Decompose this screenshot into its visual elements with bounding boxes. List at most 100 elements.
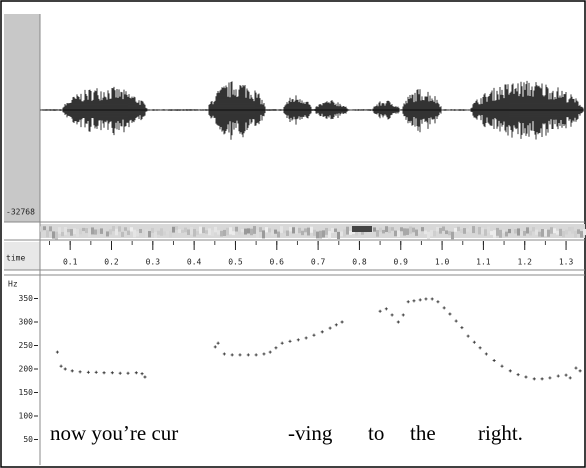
- x-tick-label: 0.2: [104, 258, 119, 267]
- spectrogram-cell: [199, 227, 202, 234]
- spectrogram-cell: [313, 230, 316, 236]
- spectrogram-cell: [439, 228, 442, 234]
- x-tick-label: 0.8: [352, 258, 367, 267]
- spectrogram-cell: [73, 228, 76, 234]
- spectrogram-cell: [151, 228, 154, 233]
- spectrogram-cell: [580, 231, 583, 238]
- spectrogram-cell: [553, 228, 556, 233]
- spectrogram-cell: [406, 228, 409, 235]
- spectrogram-cell: [241, 229, 244, 232]
- spectrogram-cell: [487, 226, 490, 233]
- spectrogram-cell: [571, 227, 574, 234]
- spectrogram-cell: [208, 228, 211, 235]
- spectrogram-cell: [244, 229, 247, 235]
- spectrogram-cell: [430, 230, 433, 236]
- spectrogram-cell: [331, 228, 334, 233]
- spectrogram-cell: [418, 231, 421, 234]
- spectrogram-cell: [484, 229, 487, 236]
- spectrogram-cell: [64, 227, 67, 235]
- spectrogram-cell: [214, 227, 217, 232]
- spectrogram-cell: [325, 228, 328, 235]
- x-axis-label: time: [6, 254, 25, 263]
- spectrogram-cell: [517, 228, 520, 235]
- spectrogram-cell: [496, 228, 499, 236]
- spectrogram-cell: [58, 227, 61, 234]
- spectrogram-cell: [220, 231, 223, 237]
- spectrogram-cell: [427, 232, 430, 240]
- spectrogram-cell: [475, 227, 478, 233]
- spectrogram-cell: [271, 231, 274, 236]
- spectrogram-cell: [463, 228, 466, 234]
- spectrogram-cell: [511, 228, 514, 231]
- spectrogram-cell: [445, 230, 448, 234]
- x-tick-label: 0.9: [394, 258, 409, 267]
- spectrogram-cell: [514, 229, 517, 233]
- spectrogram-cell: [334, 229, 337, 232]
- spectrogram-cell: [250, 229, 253, 236]
- x-tick-label: 1.3: [559, 258, 574, 267]
- spectrogram-cell: [442, 226, 445, 230]
- spectrogram-cell: [307, 228, 310, 236]
- x-tick-label: 0.7: [311, 258, 326, 267]
- spectrogram-cell: [523, 231, 526, 236]
- spectrogram-cell: [403, 228, 406, 235]
- y-axis-label: Hz: [8, 280, 18, 289]
- spectrogram-cell: [577, 229, 580, 234]
- spectrogram-cell: [70, 229, 73, 236]
- spectrogram-cell: [544, 229, 547, 236]
- y-tick-label: 100: [19, 412, 34, 421]
- spectrogram-cell: [346, 227, 349, 235]
- spectrogram-cell: [256, 230, 259, 238]
- spectrogram-cell: [508, 229, 511, 233]
- spectrogram-cell: [481, 228, 484, 235]
- spectrogram-cell: [454, 228, 457, 232]
- spectrogram-cell: [205, 230, 208, 233]
- spectrogram-cell: [328, 231, 331, 238]
- spectrogram-cell: [340, 232, 343, 237]
- spectrogram-cell: [316, 232, 319, 239]
- spectrogram-cell: [106, 231, 109, 236]
- y-tick-label: 50: [23, 435, 33, 444]
- spectrogram-cell: [49, 226, 52, 231]
- spectrogram-cell: [40, 226, 43, 231]
- spectrogram-cell: [277, 232, 280, 238]
- spectrogram-cell: [502, 230, 505, 233]
- spectrogram-cell: [211, 230, 214, 236]
- y-tick-label: 200: [19, 365, 34, 374]
- spectrogram-cell: [472, 226, 475, 233]
- spectrogram-cell: [559, 229, 562, 236]
- spectrogram-cell: [118, 226, 121, 231]
- spectrogram-cell: [373, 227, 376, 231]
- waveform-min-label: -32768: [6, 208, 35, 217]
- spectrogram-cell: [259, 227, 262, 232]
- spectrogram-cell: [304, 228, 307, 232]
- spectrogram-cell: [448, 231, 451, 235]
- spectrogram-cell: [382, 230, 385, 233]
- spectrogram-cell: [385, 226, 388, 232]
- spectrogram-cell: [145, 229, 148, 237]
- spectrogram-cell: [541, 229, 544, 237]
- spectrogram-cell: [148, 231, 151, 237]
- spectrogram-cell: [394, 231, 397, 237]
- spectrogram-cell: [298, 228, 301, 233]
- spectrogram-cell: [79, 229, 82, 234]
- spectrogram-cell: [457, 227, 460, 231]
- spectrogram-cell: [43, 226, 46, 230]
- spectrogram-cell: [421, 227, 424, 231]
- spectrogram-cell: [226, 228, 229, 236]
- spectrogram-cell: [322, 230, 325, 237]
- spectrogram-cell: [562, 231, 565, 237]
- spectrogram-cell: [52, 231, 55, 238]
- transcript-word: right.: [478, 421, 523, 445]
- spectrogram-cell: [337, 232, 340, 239]
- y-tick-label: 350: [19, 294, 34, 303]
- spectrogram-cell: [61, 232, 64, 236]
- x-tick-label: 0.6: [270, 258, 285, 267]
- spectrogram-cell: [469, 226, 472, 232]
- spectrogram-cell: [379, 228, 382, 232]
- spectrogram-cell: [97, 229, 100, 234]
- spectrogram-cell: [121, 232, 124, 237]
- waveform-gutter: [4, 14, 40, 222]
- spectrogram-cell: [376, 230, 379, 237]
- spectrogram-cell: [217, 230, 220, 234]
